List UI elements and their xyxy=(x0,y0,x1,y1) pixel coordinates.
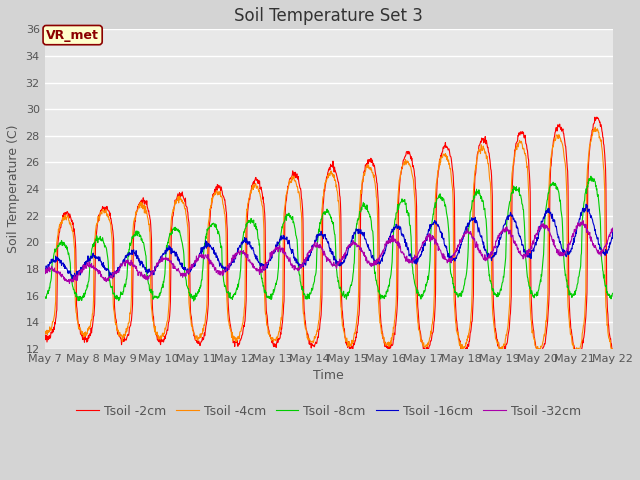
Tsoil -32cm xyxy=(264,260,272,265)
Tsoil -4cm xyxy=(41,329,49,335)
Tsoil -16cm xyxy=(510,216,518,221)
Tsoil -32cm xyxy=(559,250,566,255)
Tsoil -4cm xyxy=(591,124,599,130)
Tsoil -2cm xyxy=(166,307,174,312)
Tsoil -16cm xyxy=(416,253,424,259)
X-axis label: Time: Time xyxy=(313,369,344,382)
Tsoil -16cm xyxy=(264,262,272,267)
Tsoil -8cm xyxy=(166,230,174,236)
Tsoil -4cm xyxy=(572,350,579,356)
Tsoil -8cm xyxy=(416,293,424,299)
Tsoil -2cm xyxy=(41,335,49,340)
Tsoil -4cm xyxy=(278,314,285,320)
Tsoil -8cm xyxy=(510,183,518,189)
Title: Soil Temperature Set 3: Soil Temperature Set 3 xyxy=(234,7,423,25)
Tsoil -32cm xyxy=(510,239,518,245)
Tsoil -2cm xyxy=(574,353,582,359)
Tsoil -8cm xyxy=(278,226,285,231)
Tsoil -2cm xyxy=(509,164,517,169)
Tsoil -16cm xyxy=(609,229,616,235)
Tsoil -32cm xyxy=(416,247,424,253)
Tsoil -2cm xyxy=(593,114,601,120)
Tsoil -8cm xyxy=(41,294,49,300)
Tsoil -4cm xyxy=(264,324,271,329)
Tsoil -32cm xyxy=(166,259,174,265)
Tsoil -8cm xyxy=(264,293,272,299)
Line: Tsoil -4cm: Tsoil -4cm xyxy=(45,127,612,353)
Tsoil -2cm xyxy=(264,317,271,323)
Tsoil -4cm xyxy=(558,141,566,146)
Legend: Tsoil -2cm, Tsoil -4cm, Tsoil -8cm, Tsoil -16cm, Tsoil -32cm: Tsoil -2cm, Tsoil -4cm, Tsoil -8cm, Tsoi… xyxy=(71,400,586,423)
Tsoil -16cm xyxy=(166,246,174,252)
Tsoil -2cm xyxy=(609,350,616,356)
Tsoil -32cm xyxy=(66,281,74,287)
Tsoil -4cm xyxy=(166,233,174,239)
Line: Tsoil -32cm: Tsoil -32cm xyxy=(45,221,612,284)
Tsoil -2cm xyxy=(278,325,285,331)
Tsoil -16cm xyxy=(559,249,566,254)
Tsoil -16cm xyxy=(278,235,285,241)
Tsoil -16cm xyxy=(68,276,76,282)
Tsoil -4cm xyxy=(609,349,616,355)
Tsoil -8cm xyxy=(609,290,616,296)
Tsoil -2cm xyxy=(416,327,424,333)
Tsoil -16cm xyxy=(41,271,49,277)
Tsoil -32cm xyxy=(609,225,616,231)
Line: Tsoil -16cm: Tsoil -16cm xyxy=(45,204,612,279)
Tsoil -2cm xyxy=(558,127,566,133)
Tsoil -4cm xyxy=(509,161,517,167)
Tsoil -32cm xyxy=(278,246,285,252)
Tsoil -32cm xyxy=(41,268,49,274)
Text: VR_met: VR_met xyxy=(46,29,99,42)
Y-axis label: Soil Temperature (C): Soil Temperature (C) xyxy=(7,125,20,253)
Tsoil -16cm xyxy=(582,201,590,207)
Tsoil -32cm xyxy=(579,218,587,224)
Tsoil -4cm xyxy=(416,329,424,335)
Tsoil -8cm xyxy=(190,298,198,304)
Line: Tsoil -2cm: Tsoil -2cm xyxy=(45,117,612,356)
Tsoil -8cm xyxy=(587,173,595,179)
Tsoil -8cm xyxy=(559,224,566,229)
Line: Tsoil -8cm: Tsoil -8cm xyxy=(45,176,612,301)
